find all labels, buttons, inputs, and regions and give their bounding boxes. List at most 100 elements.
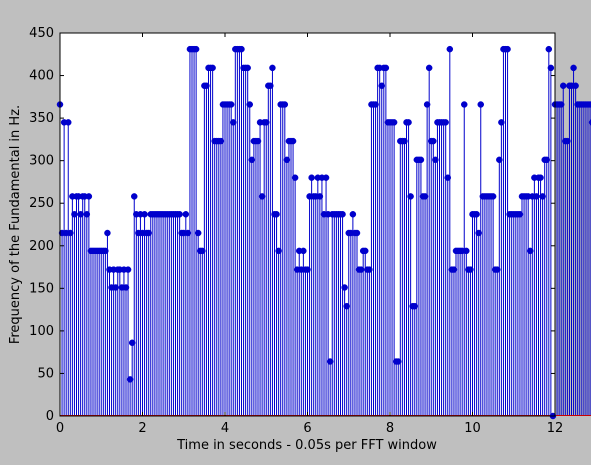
y-tick-label: 200	[29, 239, 54, 254]
stem-marker	[176, 211, 183, 218]
stem-marker	[275, 247, 282, 255]
stem-marker	[227, 101, 235, 108]
stem-marker	[289, 137, 297, 145]
stem-marker	[537, 174, 544, 181]
x-tick-label: 12	[547, 421, 564, 436]
stem-marker	[504, 45, 511, 53]
stem-marker	[104, 229, 111, 237]
stem-marker	[547, 64, 555, 72]
y-tick-label: 150	[29, 281, 54, 296]
y-tick-label: 100	[29, 324, 54, 339]
stem-marker	[586, 101, 591, 108]
stem-marker	[267, 82, 274, 90]
stem-marker	[209, 64, 216, 72]
stem-marker	[366, 266, 373, 273]
stem-marker	[461, 101, 468, 108]
stem-marker	[382, 64, 390, 72]
stem-marker	[417, 156, 425, 164]
stem-markers	[56, 45, 591, 420]
stem-marker	[254, 137, 262, 145]
stem-marker	[67, 229, 74, 237]
stem-marker	[85, 193, 93, 200]
y-tick-label: 350	[29, 111, 54, 126]
stem-marker	[570, 64, 577, 72]
stem-marker	[304, 266, 311, 273]
stem-marker	[572, 82, 579, 90]
stem-marker	[300, 247, 307, 255]
stem-marker	[194, 229, 202, 237]
stem-marker	[343, 302, 350, 310]
stem-marker	[102, 247, 109, 255]
x-axis-ticks: 0 2 4 6 8 10 12	[56, 33, 563, 436]
stem-marker	[444, 174, 451, 181]
stem-marker	[362, 247, 369, 255]
y-axis-ticks: 0 50 100 150 200 250 300 350 400 450	[29, 26, 555, 424]
stem-marker	[545, 45, 553, 53]
stem-marker	[248, 156, 256, 164]
stem-marker	[533, 193, 540, 200]
stem-marker	[494, 266, 501, 273]
stem-marker	[322, 174, 330, 181]
stem-marker	[141, 211, 148, 218]
stem-marker	[145, 229, 152, 237]
stem-marker	[341, 284, 348, 291]
stem-marker	[71, 211, 78, 218]
stem-marker	[425, 64, 433, 72]
stem-marker	[390, 119, 398, 126]
x-tick-label: 8	[386, 421, 394, 436]
stem-marker	[182, 211, 190, 218]
stem-marker	[378, 82, 385, 90]
stem-marker	[407, 193, 414, 200]
stem-marker	[423, 101, 431, 108]
stem-marker	[339, 211, 346, 218]
stem-marker	[395, 358, 402, 365]
stem-marker	[489, 193, 497, 200]
y-tick-label: 250	[29, 196, 54, 211]
stem-marker	[467, 266, 474, 273]
stem-marker	[258, 193, 266, 200]
stem-marker	[192, 45, 200, 53]
stem-marker	[246, 101, 253, 108]
stem-marker	[184, 229, 192, 237]
stem-marker	[357, 266, 365, 273]
stem-marker	[496, 156, 503, 164]
stem-marker	[442, 119, 449, 126]
stem-marker	[557, 101, 565, 108]
stem-marker	[450, 266, 458, 273]
x-axis-label: Time in seconds - 0.05s per FFT window	[176, 438, 437, 453]
stem-marker	[411, 302, 418, 310]
stem-marker	[217, 137, 225, 145]
stem-marker	[421, 193, 429, 200]
stem-marker	[230, 119, 237, 126]
x-tick-label: 0	[56, 421, 64, 436]
stem-marker	[83, 211, 91, 218]
stem-marker	[405, 119, 412, 126]
stem-marker	[432, 156, 439, 164]
y-tick-label: 0	[46, 409, 54, 424]
x-tick-label: 6	[303, 421, 311, 436]
stem-marker	[281, 101, 289, 108]
stem-marker	[372, 101, 379, 108]
stem-marker	[269, 64, 276, 72]
stem-marker	[203, 82, 210, 90]
stem-marker	[543, 156, 550, 164]
stem-marker	[238, 45, 245, 53]
x-tick-label: 2	[138, 421, 146, 436]
stem-marker	[353, 229, 361, 237]
stem-marker	[316, 193, 324, 200]
stem-marker	[539, 193, 546, 200]
stem-marker	[122, 284, 130, 291]
stem-lines	[59, 49, 591, 416]
stem-marker	[326, 358, 334, 365]
stem-marker	[283, 156, 291, 164]
stem-marker	[291, 174, 299, 181]
stem-marker	[263, 119, 270, 126]
stem-marker	[446, 45, 454, 53]
stem-marker	[128, 339, 136, 347]
stem-marker	[112, 284, 119, 291]
stem-marker	[477, 101, 484, 108]
stem-marker	[498, 119, 505, 126]
y-tick-label: 300	[29, 154, 54, 169]
stem-marker	[308, 174, 315, 181]
